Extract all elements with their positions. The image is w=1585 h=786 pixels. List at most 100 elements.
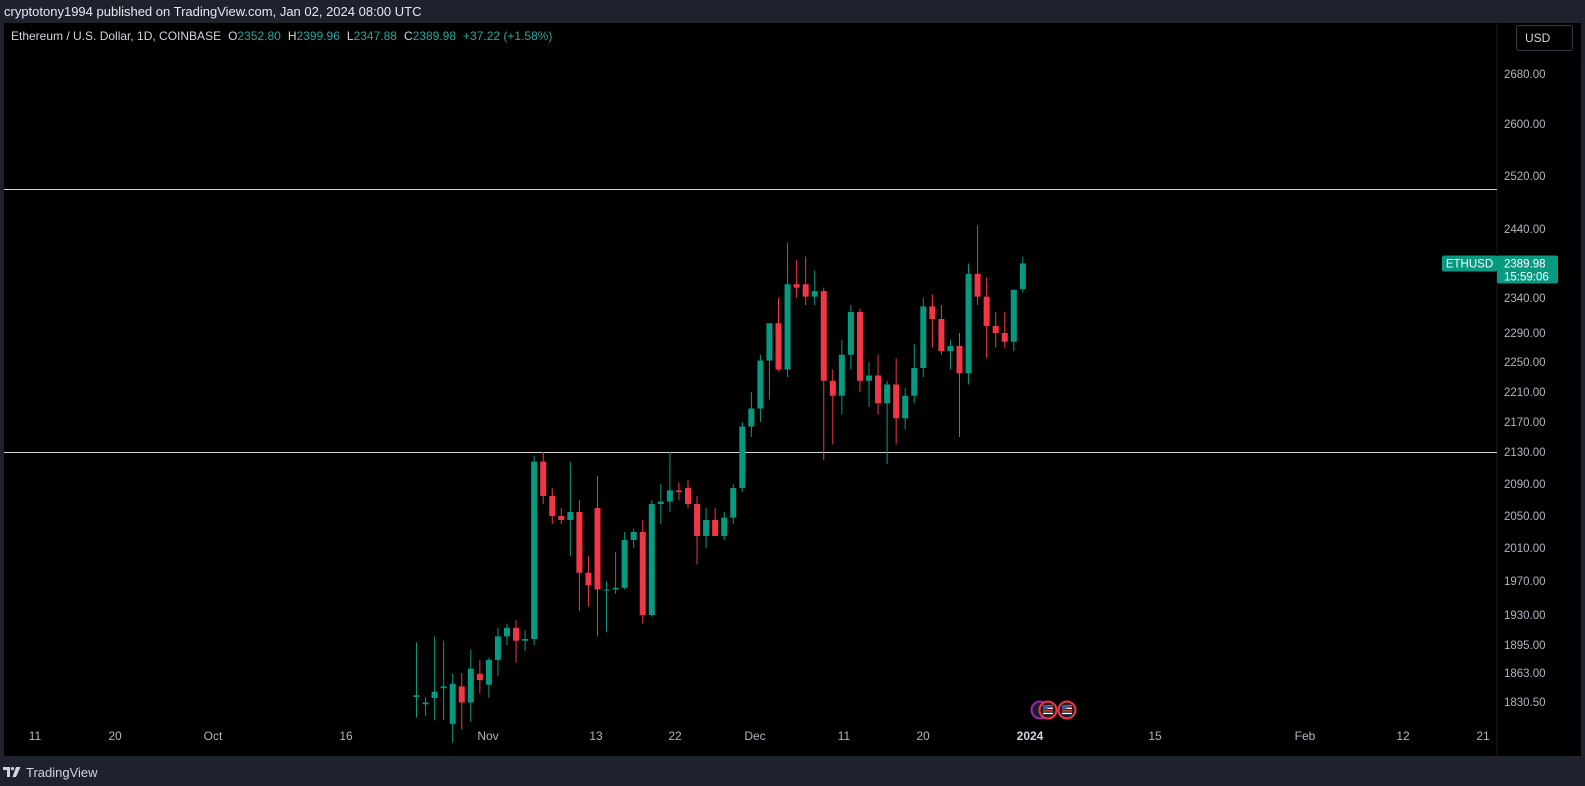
candle-body — [494, 636, 501, 660]
candle-body — [657, 501, 664, 504]
candle-body — [1001, 333, 1008, 342]
candle-body — [757, 360, 764, 409]
candle-body — [712, 520, 719, 536]
price-tick-label: 1863.00 — [1504, 668, 1546, 680]
price-tick-label: 1895.00 — [1504, 640, 1546, 652]
time-tick-label: 11 — [838, 729, 851, 743]
time-tick-label: 21 — [1476, 729, 1490, 743]
candle-body — [413, 695, 420, 698]
tradingview-logo-icon — [3, 767, 21, 777]
close-label: C — [403, 29, 413, 43]
candle-body — [739, 426, 746, 488]
candle-body — [974, 273, 981, 297]
candle-body — [911, 368, 918, 396]
time-tick-label: 2024 — [1017, 729, 1044, 743]
symbol-tag-label: ETHUSD — [1446, 259, 1493, 271]
price-tag — [1497, 255, 1558, 284]
chart-area[interactable]: 2680.00 2600.00 2520.00 2440.00 2340.00 2290.… — [4, 23, 1581, 756]
price-tick-label: 2600.00 — [1504, 119, 1546, 131]
currency-button[interactable]: USD — [1516, 25, 1573, 51]
price-tick-label: 2210.00 — [1504, 387, 1546, 399]
time-tick-label: 11 — [29, 729, 42, 743]
price-tick-label: 1930.00 — [1504, 610, 1546, 622]
candle-body — [467, 668, 474, 703]
candle-body — [893, 384, 900, 419]
candle-body — [811, 291, 818, 297]
candle-body — [829, 380, 836, 396]
chart-canvas[interactable]: 2680.00 2600.00 2520.00 2440.00 2340.00 2290.… — [4, 23, 1581, 756]
chart-legend: Ethereum / U.S. Dollar, 1D, COINBASE O235… — [11, 29, 552, 43]
brand-name: TradingView — [26, 764, 98, 780]
symbol-description[interactable]: Ethereum / U.S. Dollar, 1D, COINBASE — [11, 29, 222, 43]
candle-body — [540, 461, 547, 496]
candle-body — [748, 408, 755, 427]
candle-body — [630, 532, 637, 540]
candle-body — [1019, 263, 1026, 290]
candle-body — [621, 540, 628, 588]
candle-body — [648, 504, 655, 615]
price-tick-label: 2090.00 — [1504, 479, 1546, 491]
candle-body — [838, 354, 845, 396]
symbol-tag — [1442, 255, 1497, 272]
close-value: 2389.98 — [412, 29, 457, 43]
candle-body — [929, 306, 936, 319]
price-tick-label: 2250.00 — [1504, 357, 1546, 369]
published-text: cryptotony1994 published on TradingView.… — [4, 4, 422, 19]
candle-body — [567, 512, 574, 520]
candle-body — [766, 323, 773, 361]
candle-body — [694, 504, 701, 536]
low-value: 2347.88 — [353, 29, 397, 43]
tradingview-logo[interactable]: TradingView — [3, 764, 98, 780]
footer-bar: TradingView — [0, 756, 1585, 786]
candle-body — [847, 312, 854, 355]
candle-body — [675, 490, 682, 492]
price-tick-label: 2340.00 — [1504, 293, 1546, 305]
time-tick-label: Oct — [204, 729, 223, 743]
price-tag-value: 2389.98 — [1504, 259, 1546, 271]
price-tick-label: 2290.00 — [1504, 328, 1546, 340]
candle-body — [866, 375, 872, 381]
time-tick-label: 16 — [339, 729, 353, 743]
candle-body — [820, 291, 827, 381]
price-tick-label: 2050.00 — [1504, 511, 1546, 523]
candle-body — [485, 659, 492, 685]
candle-body — [938, 319, 945, 352]
candle-body — [703, 520, 710, 536]
time-tick-label: Nov — [477, 729, 498, 743]
candle-body — [549, 496, 556, 516]
candle-body — [983, 296, 990, 326]
candle-body — [721, 517, 728, 536]
candle-body — [1010, 289, 1017, 342]
candle-body — [902, 395, 909, 419]
open-label: O — [228, 29, 238, 43]
candle-body — [639, 532, 646, 615]
high-label: H — [287, 29, 297, 43]
price-tick-label: 1830.50 — [1504, 697, 1546, 709]
candle-body — [449, 683, 456, 724]
candle-body — [558, 516, 565, 520]
candle-body — [793, 284, 800, 288]
candle-body — [965, 273, 972, 374]
candle-body — [802, 284, 809, 297]
candle-body — [594, 508, 601, 590]
candle-body — [856, 312, 863, 381]
published-header: cryptotony1994 published on TradingView.… — [0, 0, 1585, 23]
price-tick-label: 2520.00 — [1504, 171, 1546, 183]
candle-body — [422, 702, 429, 705]
change-value: +37.22 (+1.58%) — [463, 29, 553, 43]
time-tick-label: 12 — [1396, 729, 1410, 743]
us-flag-event-icon[interactable] — [1057, 700, 1077, 720]
price-tick-label: 2170.00 — [1504, 417, 1546, 429]
candle-body — [576, 512, 583, 573]
candle-body — [431, 691, 438, 698]
time-tick-label: Dec — [744, 729, 765, 743]
candle-body — [585, 572, 592, 586]
candle-body — [440, 686, 447, 689]
candle-body — [513, 627, 520, 641]
time-tick-label: Feb — [1295, 729, 1316, 743]
candle-body — [522, 639, 529, 641]
low-label: L — [346, 29, 354, 43]
time-tick-label: 15 — [1148, 729, 1162, 743]
us-flag-event-icon[interactable] — [1038, 700, 1058, 720]
candle-body — [666, 490, 673, 502]
